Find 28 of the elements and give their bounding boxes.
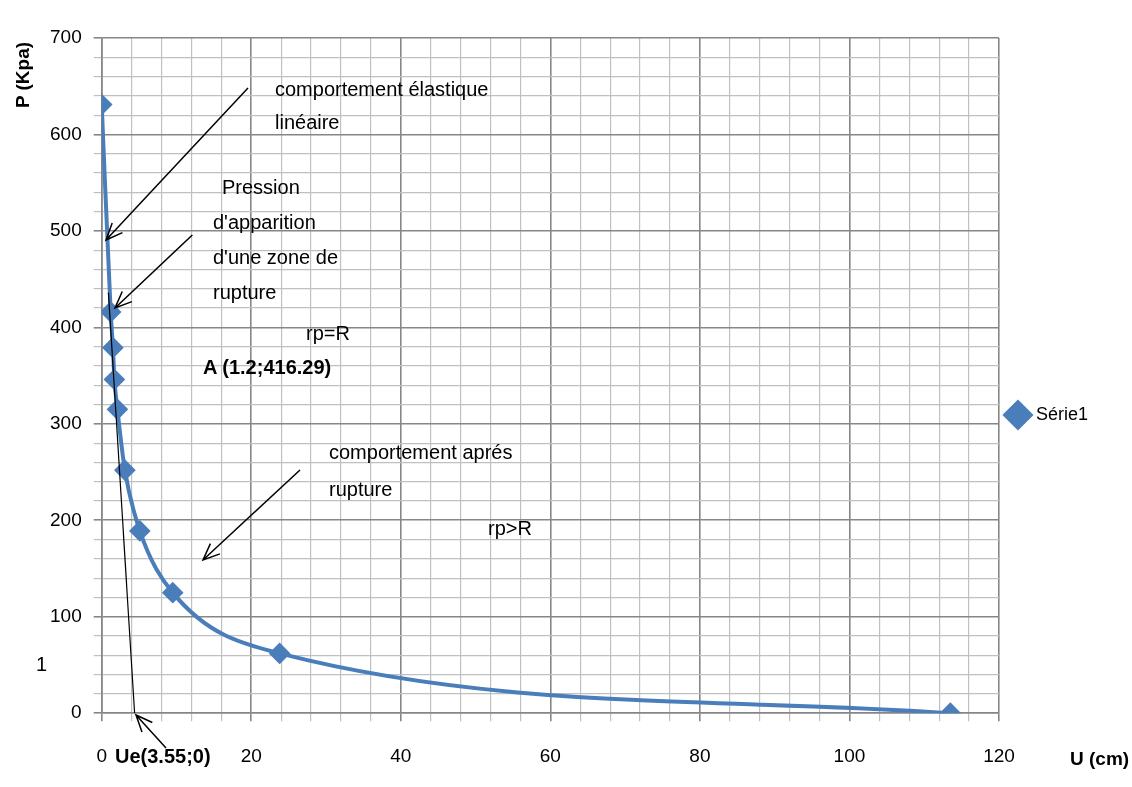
text: 1 [36, 652, 48, 675]
annotation: rp=R [306, 321, 350, 344]
annotation: rp>R [488, 516, 532, 539]
y-tick-label: 700 [50, 26, 82, 48]
x-tick-label: 60 [539, 744, 561, 766]
x-axis-title: U (cm) [1070, 748, 1130, 770]
x-tick-label: 100 [833, 744, 866, 766]
y-tick-label: 300 [50, 412, 82, 434]
x-tick-label: 0 [96, 744, 107, 766]
point [114, 460, 135, 481]
point [129, 520, 150, 541]
y-tick-label: 0 [71, 701, 82, 723]
annotation: A (1.2;416.29) [203, 355, 332, 378]
y-axis-title: P (Kpa) [12, 41, 34, 109]
x-tick-label: 40 [390, 744, 412, 766]
point [162, 582, 183, 603]
annotation: comportement élastique linéaire [275, 77, 489, 133]
x-tick-label: 80 [689, 744, 711, 766]
text: Ue(3.55;0) [115, 744, 211, 767]
legend-label: Série1 [1035, 403, 1088, 424]
x-tick-label: 120 [983, 744, 1015, 766]
y-tick-label: 600 [50, 122, 82, 144]
y-tick-label: 400 [50, 315, 82, 337]
y-tick-label: 200 [50, 508, 82, 530]
y-tick-label: 100 [50, 604, 82, 626]
y-tick-label: 500 [50, 219, 82, 241]
point [269, 643, 290, 664]
x-tick-label: 20 [240, 744, 262, 766]
